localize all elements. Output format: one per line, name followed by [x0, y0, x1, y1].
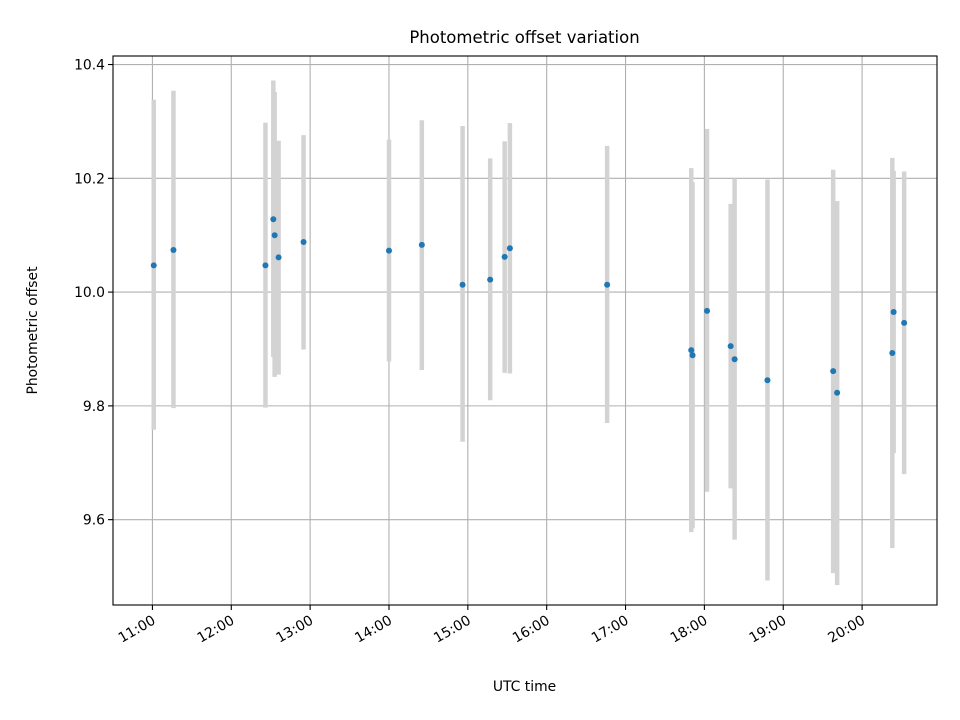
- y-tick-label: 9.6: [83, 513, 105, 529]
- x-axis-label: UTC time: [493, 679, 556, 695]
- y-tick-label: 10.2: [74, 171, 105, 187]
- data-point: [300, 239, 307, 246]
- y-tick-label: 9.8: [83, 399, 105, 415]
- data-point: [487, 276, 494, 283]
- data-point: [704, 307, 711, 314]
- grid-lines: [113, 56, 937, 605]
- data-point: [689, 352, 696, 359]
- data-point: [150, 262, 157, 269]
- y-tick-label: 10.4: [74, 58, 105, 74]
- data-point: [731, 356, 738, 363]
- y-axis-ticks: 9.6 9.8 10.0 10.2 10.4: [74, 58, 113, 529]
- y-tick-label: 10.0: [74, 285, 105, 301]
- data-point: [262, 262, 269, 269]
- plot-frame: [112, 55, 938, 606]
- data-point: [901, 319, 908, 326]
- data-points: [150, 216, 908, 396]
- data-point: [275, 254, 282, 261]
- data-point: [506, 245, 513, 252]
- data-point: [834, 389, 841, 396]
- data-point: [385, 247, 392, 254]
- data-point: [170, 246, 177, 253]
- data-point: [501, 253, 508, 260]
- data-point: [459, 281, 466, 288]
- data-point: [604, 281, 611, 288]
- data-point: [270, 216, 277, 223]
- data-point: [764, 377, 771, 384]
- data-point: [889, 349, 896, 356]
- data-point: [727, 343, 734, 350]
- data-point: [688, 347, 695, 354]
- data-point: [271, 232, 278, 239]
- data-point: [418, 241, 425, 248]
- data-point: [830, 368, 837, 375]
- y-axis-label: Photometric offset: [25, 266, 41, 395]
- chart-title: Photometric offset variation: [409, 28, 639, 47]
- data-point: [890, 309, 897, 316]
